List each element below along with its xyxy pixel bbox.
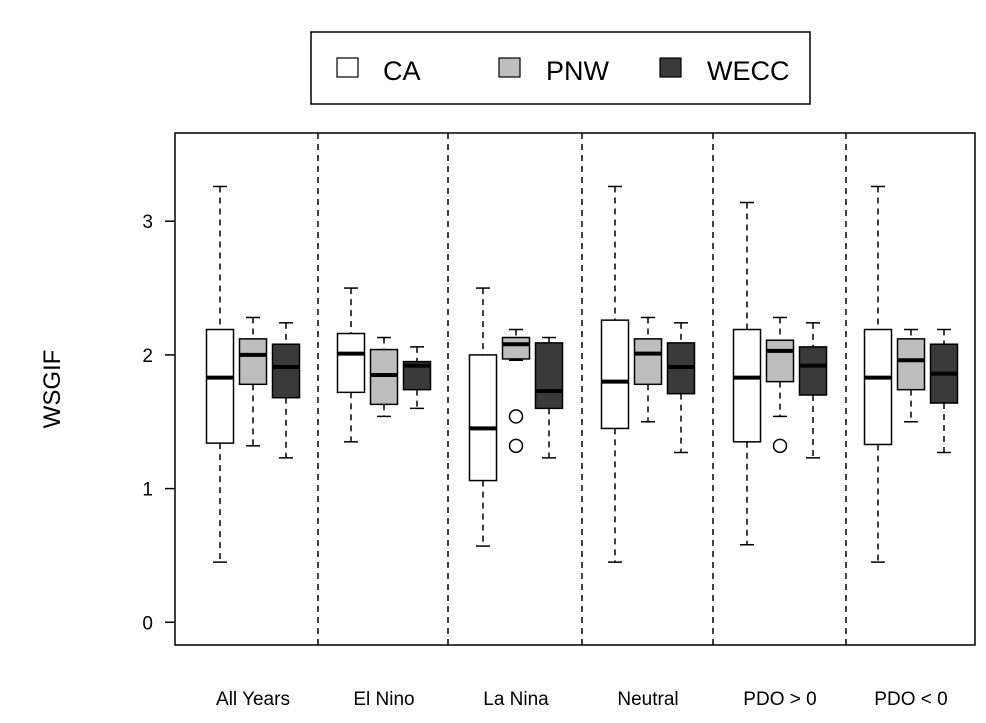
box-ca (468, 287, 498, 547)
legend-box (310, 31, 811, 105)
box-wecc (534, 336, 564, 459)
x-tick-label: PDO > 0 (743, 689, 816, 710)
box-iqr (205, 328, 235, 444)
box-iqr (732, 328, 762, 443)
legend-label-pnw: PNW (546, 56, 610, 86)
x-tick-label: Neutral (617, 689, 678, 710)
box-pnw (501, 328, 531, 454)
box-iqr (896, 338, 926, 391)
box-iqr (534, 342, 564, 410)
x-tick-label: El Nino (353, 689, 414, 710)
y-tick-label: 2 (142, 346, 153, 367)
box-ca (336, 287, 366, 443)
box-iqr (863, 328, 893, 446)
y-axis-label: WSGIF (39, 350, 66, 429)
plot-frame (174, 132, 976, 646)
box-pnw (896, 328, 926, 423)
box-wecc (929, 328, 959, 454)
outlier-point (508, 409, 524, 424)
box-wecc (798, 322, 828, 459)
box-iqr (633, 338, 663, 386)
legend-swatch-pnw (498, 57, 521, 78)
box-ca (205, 185, 235, 563)
box-iqr (798, 346, 828, 396)
outlier-point (772, 438, 788, 454)
y-axis: 0 1 2 3 (142, 212, 175, 634)
group-dividers (317, 133, 847, 645)
x-tick-label: PDO < 0 (874, 689, 947, 710)
boxes (205, 185, 959, 563)
y-tick-label: 0 (142, 613, 153, 634)
y-tick-label: 1 (142, 480, 153, 501)
box-ca (732, 201, 762, 546)
box-wecc (402, 346, 432, 410)
box-pnw (765, 316, 795, 454)
box-iqr (369, 348, 399, 406)
box-iqr (238, 338, 268, 386)
box-ca (863, 185, 893, 563)
y-tick-label: 3 (142, 212, 153, 233)
box-wecc (666, 322, 696, 454)
outlier-point (508, 438, 524, 454)
box-iqr (501, 336, 531, 360)
box-iqr (271, 343, 301, 399)
legend-swatch-wecc (659, 57, 682, 78)
box-ca (600, 185, 630, 563)
box-pnw (238, 316, 268, 447)
x-axis: All Years El Nino La Nina Neutral PDO > 0 PDO… (216, 689, 948, 710)
legend-swatch-ca (336, 57, 359, 78)
legend: CA PNW WECC (336, 56, 790, 86)
legend-label-ca: CA (383, 56, 421, 86)
box-pnw (369, 336, 399, 418)
box-iqr (765, 339, 795, 383)
box-iqr (468, 354, 498, 482)
box-wecc (271, 322, 301, 459)
box-iqr (336, 332, 366, 394)
x-tick-label: La Nina (483, 689, 549, 710)
legend-label-wecc: WECC (707, 56, 790, 86)
box-pnw (633, 316, 663, 423)
x-tick-label: All Years (216, 689, 290, 710)
box-iqr (600, 319, 630, 430)
